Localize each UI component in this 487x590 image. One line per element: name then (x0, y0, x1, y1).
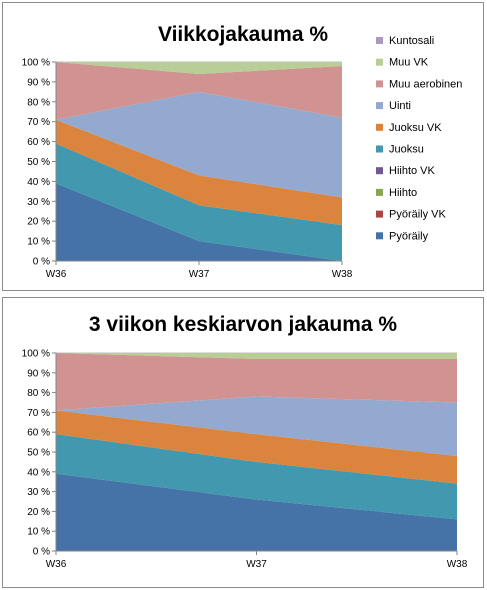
y-tick-label: 100 % (22, 58, 50, 69)
y-tick-label: 10 % (27, 237, 50, 248)
y-tick-label: 20 % (27, 217, 50, 228)
x-tick-label: W38 (332, 269, 353, 280)
y-tick-label: 10 % (27, 527, 50, 538)
y-tick-label: 50 % (27, 448, 50, 459)
y-tick-label: 30 % (27, 197, 50, 208)
y-tick-label: 40 % (27, 467, 50, 478)
legend-swatch (376, 210, 383, 218)
weekly-distribution-chart: Viikkojakauma % 0 % 10 % 20 % 30 % 40 % 50 % 60… (2, 2, 484, 291)
legend-label: Pyöräily (389, 230, 429, 242)
y-tick-label: 90 % (27, 368, 50, 379)
legend-label: Muu VK (389, 57, 429, 69)
legend-label: Kuntosali (389, 35, 434, 47)
y-tick-label: 50 % (27, 157, 50, 168)
chart-title: 3 viikon keskiarvon jakauma % (89, 313, 397, 336)
y-tick-label: 0 % (33, 547, 50, 558)
y-tick-label: 60 % (27, 137, 50, 148)
weekly-distribution-svg: Viikkojakauma % 0 % 10 % 20 % 30 % 40 % 50 % 60… (22, 23, 463, 280)
legend-swatch (376, 37, 383, 44)
x-tick-label: W36 (46, 269, 67, 280)
series-area-7 (56, 353, 457, 411)
series-area-6 (56, 396, 457, 456)
x-tick-label: W37 (189, 269, 210, 280)
legend-label: Pyöräily VK (389, 209, 447, 221)
x-tick-label: W36 (46, 559, 67, 570)
y-tick-label: 70 % (27, 117, 50, 128)
y-tick-label: 30 % (27, 487, 50, 498)
y-tick-label: 80 % (27, 388, 50, 399)
legend-swatch (376, 145, 383, 153)
y-tick-label: 0 % (33, 257, 50, 268)
series-area-7 (56, 62, 342, 120)
y-tick-label: 80 % (27, 97, 50, 108)
y-tick-label: 60 % (27, 428, 50, 439)
three-week-average-svg: 3 viikon keskiarvon jakauma % 0 % 10 % 20 %… (22, 313, 468, 570)
chart-title: Viikkojakauma % (158, 23, 328, 46)
series-area-0 (56, 473, 457, 551)
y-tick-label: 40 % (27, 177, 50, 188)
legend-label: Hiihto (389, 187, 417, 199)
legend-swatch (376, 80, 383, 88)
three-week-average-chart: 3 viikon keskiarvon jakauma % 0 % 10 % 20 %… (2, 297, 484, 588)
legend-swatch (376, 58, 383, 66)
y-tick-label: 90 % (27, 77, 50, 88)
legend-label: Juoksu (389, 144, 424, 156)
legend-label: Juoksu VK (389, 122, 442, 134)
y-tick-label: 20 % (27, 507, 50, 518)
y-tick-label: 70 % (27, 408, 50, 419)
x-tick-label: W37 (246, 559, 267, 570)
legend-label: Uinti (389, 100, 411, 112)
series-area-5 (56, 119, 342, 226)
series-area-5 (56, 410, 457, 484)
legend-label: Muu aerobinen (389, 78, 462, 90)
legend-swatch (376, 102, 383, 110)
legend-swatch (376, 188, 383, 196)
y-tick-label: 100 % (22, 349, 50, 360)
x-tick-label: W38 (447, 559, 468, 570)
legend-swatch (376, 232, 383, 240)
series-area-0 (56, 183, 342, 261)
series-area-4 (56, 143, 342, 261)
series-area-4 (56, 434, 457, 520)
series-area-8 (56, 353, 457, 359)
series-area-6 (56, 91, 342, 198)
legend-swatch (376, 167, 383, 175)
series-area-8 (56, 62, 342, 74)
legend-label: Hiihto VK (389, 165, 436, 177)
legend-swatch (376, 123, 383, 131)
